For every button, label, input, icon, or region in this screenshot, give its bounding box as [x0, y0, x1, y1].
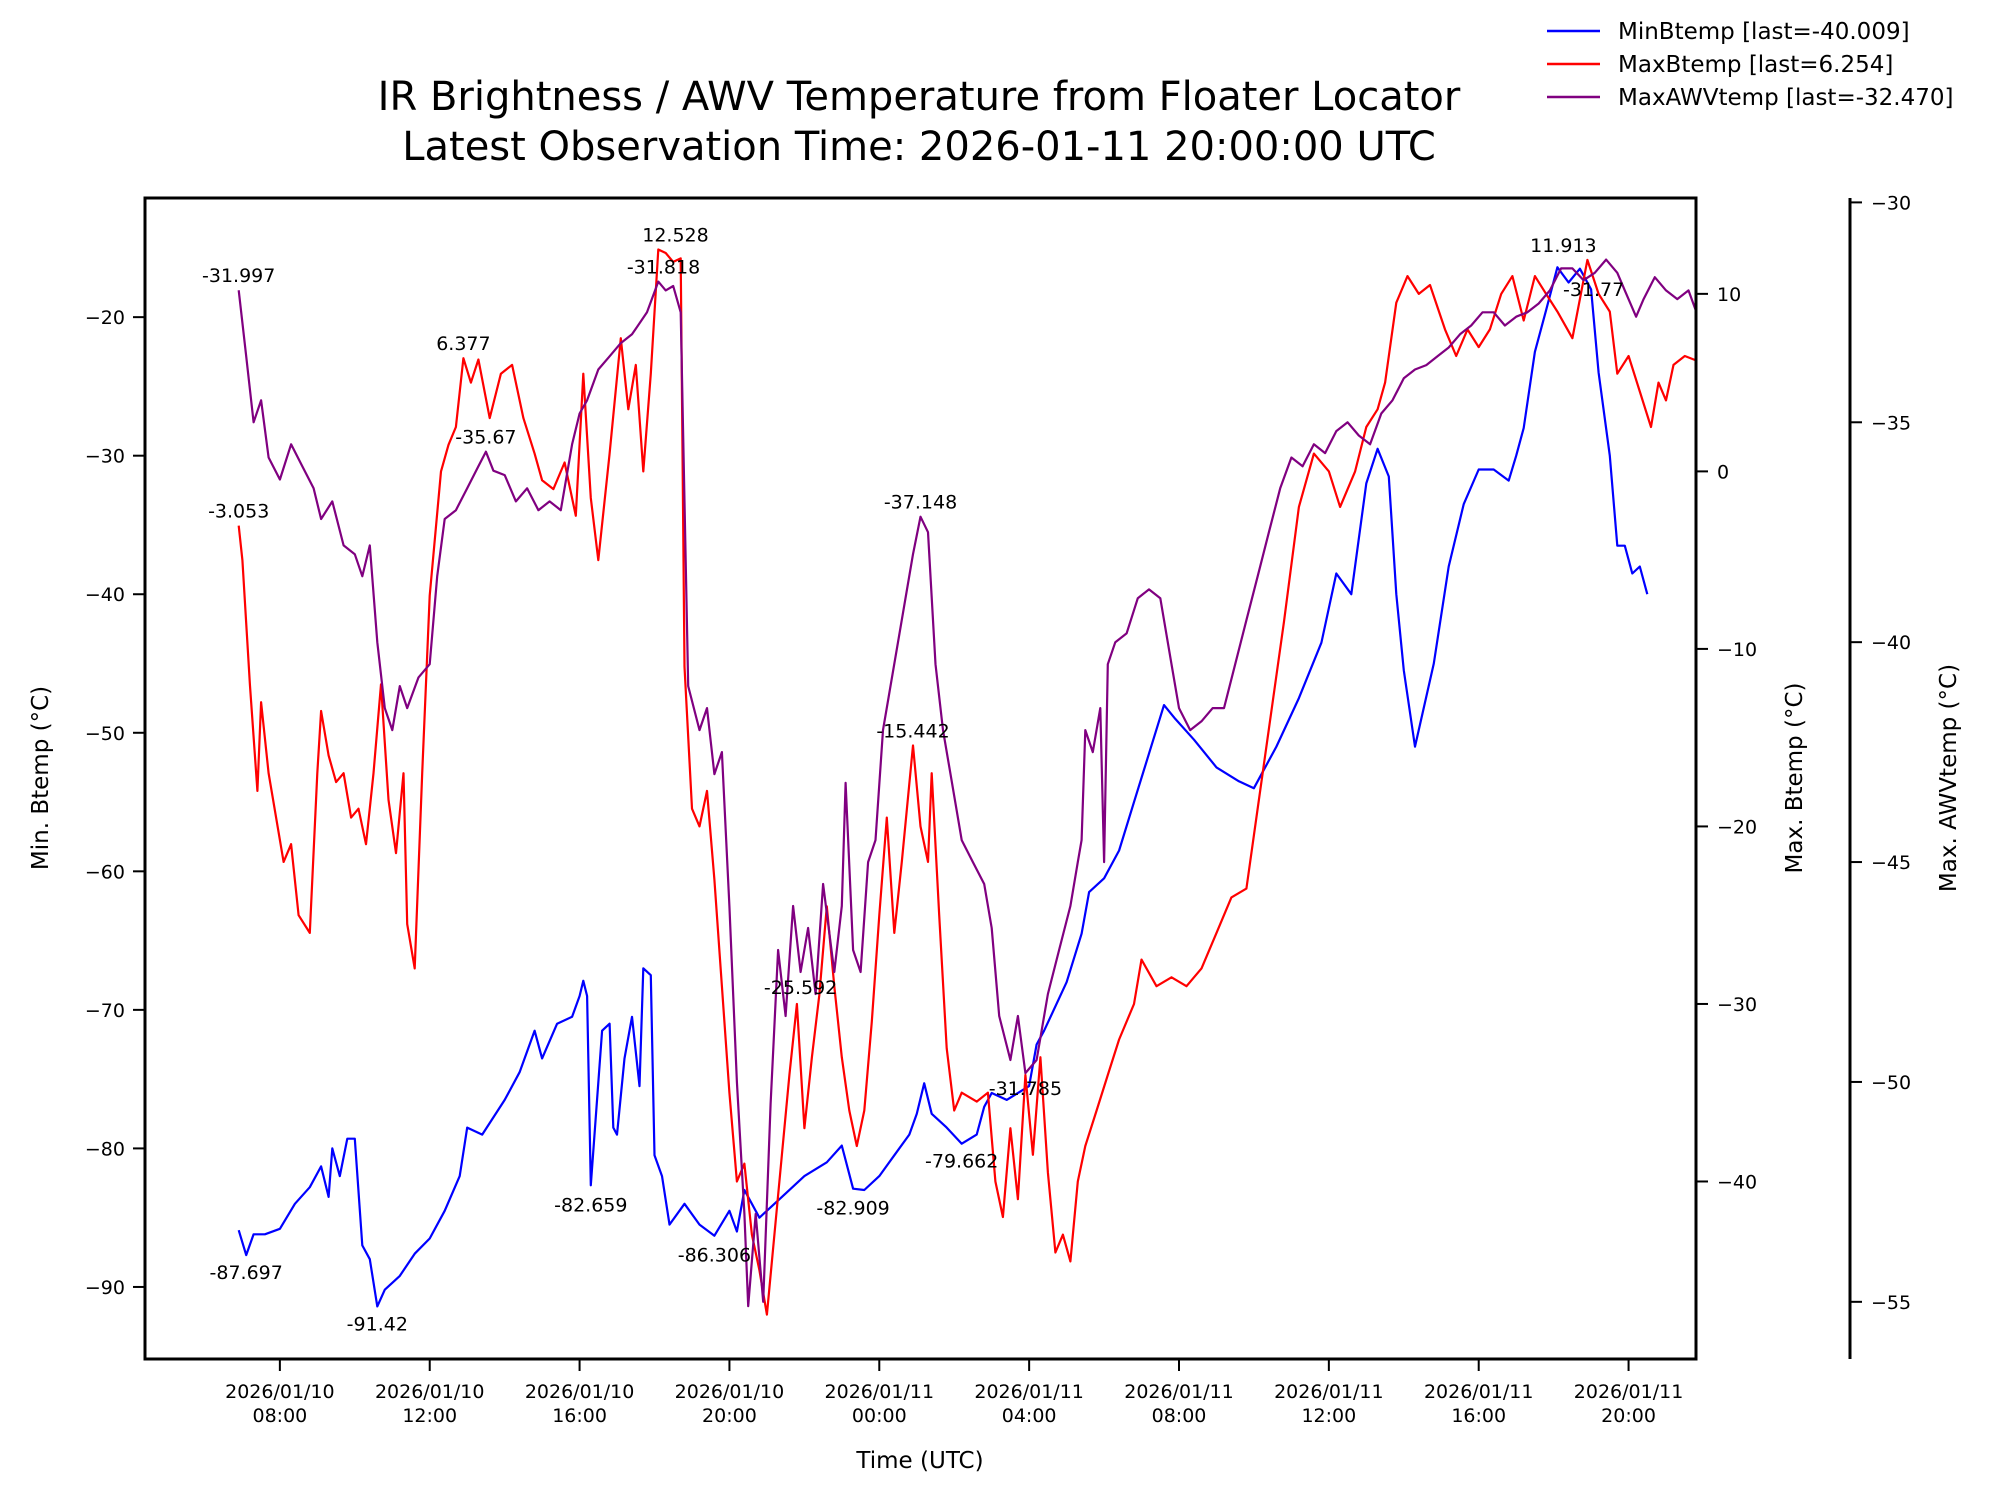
x-tick-date-2: 2026/01/10: [525, 1381, 635, 1403]
far-y-tick-label-2: −45: [1871, 852, 1911, 874]
x-tick-date-7: 2026/01/11: [1274, 1381, 1384, 1403]
left-y-tick-label-3: −60: [85, 861, 125, 883]
left-y-axis: −90 −80 −70 −60 −50 −40 −30 −20: [85, 307, 145, 1299]
right-y-axis-label: Max. Btemp (°C): [1782, 683, 1808, 874]
right-y-tick-label-0: −40: [1717, 1171, 1757, 1193]
right-y-tick-label-2: −20: [1717, 816, 1757, 838]
legend-label-2: MaxAWVtemp [last=-32.470]: [1618, 85, 1953, 111]
point-annotation-9: -86.306: [678, 1245, 751, 1267]
series-line-0: [237, 266, 1649, 1308]
right-y-tick-label-4: 0: [1717, 461, 1729, 483]
right-y-tick-label-3: −10: [1717, 639, 1757, 661]
point-annotation-13: -15.442: [876, 721, 949, 743]
point-annotation-8: -82.659: [554, 1194, 627, 1216]
x-tick-time-6: 08:00: [1152, 1405, 1207, 1427]
x-tick-time-8: 16:00: [1451, 1405, 1506, 1427]
x-tick-time-2: 16:00: [552, 1405, 607, 1427]
x-tick-time-3: 20:00: [702, 1405, 757, 1427]
left-y-tick-label-0: −90: [85, 1277, 125, 1299]
point-annotation-7: -91.42: [347, 1313, 408, 1335]
x-tick-date-4: 2026/01/11: [825, 1381, 935, 1403]
point-annotation-4: -31.818: [627, 257, 700, 279]
point-annotation-11: -82.909: [816, 1198, 889, 1220]
x-axis-label: Time (UTC): [855, 1448, 983, 1474]
x-tick-date-8: 2026/01/11: [1424, 1381, 1534, 1403]
x-tick-time-5: 04:00: [1002, 1405, 1057, 1427]
right-y-axis: −40 −30 −20 −10 0 10: [1696, 284, 1757, 1193]
left-y-tick-label-7: −20: [85, 307, 125, 329]
point-annotation-10: -25.592: [764, 977, 837, 999]
point-annotation-15: -31.785: [989, 1078, 1062, 1100]
point-annotation-17: -31.77: [1563, 279, 1624, 301]
point-annotation-14: -79.662: [925, 1151, 998, 1173]
left-y-tick-label-2: −70: [85, 1000, 125, 1022]
far-y-tick-label-5: −30: [1871, 192, 1911, 214]
plot-frame: [143, 196, 1698, 1361]
series-line-1: [237, 248, 1697, 1316]
left-y-tick-label-1: −80: [85, 1138, 125, 1160]
x-tick-date-3: 2026/01/10: [675, 1381, 785, 1403]
chart-title: IR Brightness / AWV Temperature from Flo…: [378, 74, 1461, 120]
legend-label-1: MaxBtemp [last=6.254]: [1618, 52, 1893, 78]
far-right-y-axis: −55 −50 −45 −40 −35 −30: [1848, 192, 1911, 1359]
right-y-tick-label-5: 10: [1717, 284, 1741, 306]
far-y-tick-label-0: −55: [1871, 1292, 1911, 1314]
point-annotation-12: -37.148: [884, 492, 957, 514]
right-y-tick-label-1: −30: [1717, 994, 1757, 1016]
legend-label-0: MinBtemp [last=-40.009]: [1618, 19, 1910, 45]
point-annotation-0: -31.997: [202, 265, 275, 287]
point-annotations: -31.997 -3.053 6.377 -35.67 -31.818 12.528 -87…: [202, 225, 1624, 1336]
x-axis: 2026/01/1008:002026/01/1012:002026/01/10…: [225, 1359, 1683, 1427]
x-tick-time-4: 00:00: [852, 1405, 907, 1427]
far-y-tick-label-3: −40: [1871, 632, 1911, 654]
x-tick-date-6: 2026/01/11: [1124, 1381, 1234, 1403]
point-annotation-3: -35.67: [455, 427, 516, 449]
left-y-tick-label-6: −30: [85, 446, 125, 468]
far-y-tick-label-4: −35: [1871, 412, 1911, 434]
left-y-axis-label: Min. Btemp (°C): [28, 686, 54, 870]
left-y-tick-label-5: −40: [85, 584, 125, 606]
x-tick-date-0: 2026/01/10: [225, 1381, 335, 1403]
x-tick-date-5: 2026/01/11: [974, 1381, 1084, 1403]
x-tick-date-9: 2026/01/11: [1574, 1381, 1684, 1403]
left-y-tick-label-4: −50: [85, 723, 125, 745]
chart-subtitle: Latest Observation Time: 2026-01-11 20:0…: [402, 124, 1436, 170]
point-annotation-16: 11.913: [1530, 235, 1596, 257]
x-tick-time-1: 12:00: [402, 1405, 457, 1427]
x-tick-time-7: 12:00: [1301, 1405, 1356, 1427]
point-annotation-2: 6.377: [436, 333, 490, 355]
far-right-y-axis-label: Max. AWVtemp (°C): [1936, 664, 1962, 892]
legend: MinBtemp [last=-40.009] MaxBtemp [last=6.…: [1547, 19, 1953, 111]
x-tick-time-9: 20:00: [1601, 1405, 1656, 1427]
far-y-tick-label-1: −50: [1871, 1072, 1911, 1094]
x-tick-date-1: 2026/01/10: [375, 1381, 485, 1403]
x-tick-time-0: 08:00: [252, 1405, 307, 1427]
point-annotation-1: -3.053: [208, 501, 269, 523]
point-annotation-5: 12.528: [642, 225, 708, 247]
plot-series: [237, 248, 1698, 1316]
series-line-2: [237, 258, 1698, 1308]
point-annotation-6: -87.697: [210, 1262, 283, 1284]
